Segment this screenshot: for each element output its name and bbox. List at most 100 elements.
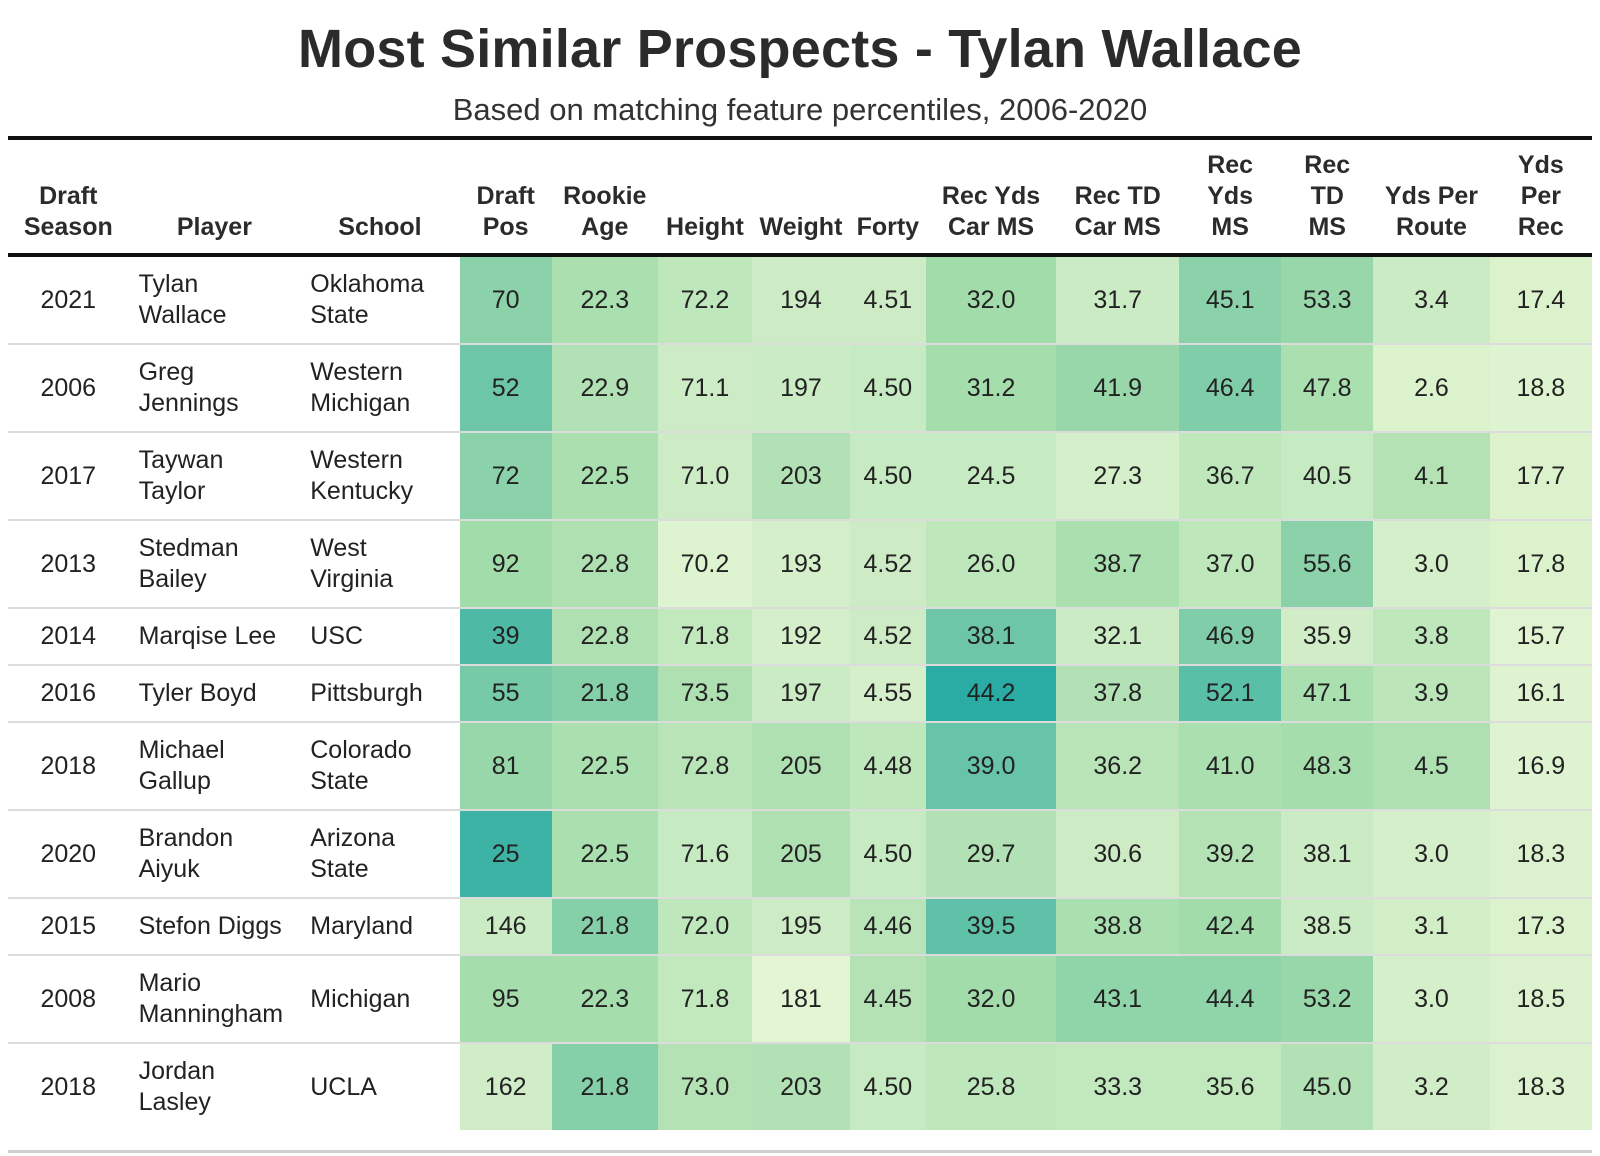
column-header-text-line: Weight [759,213,843,241]
cell-rec-yds-ms: 41.0 [1179,721,1282,810]
cell-school: Western Michigan [300,343,460,432]
cell-yds-per-route: 4.5 [1373,721,1490,810]
cell-rec-yds-car-ms: 44.2 [925,664,1057,722]
cell-rec-yds-ms: 46.9 [1179,607,1282,665]
column-header-text-line: Per [1520,182,1562,210]
cell-player: Brandon Aiyuk [128,809,301,898]
cell-height: 73.5 [657,664,752,722]
cell-yds-per-route: 3.0 [1373,809,1490,898]
cell-rec-td-car-ms: 31.7 [1056,254,1180,344]
cell-rec-td-car-ms: 33.3 [1056,1042,1180,1130]
cell-rec-yds-ms: 45.1 [1179,254,1282,344]
column-header-draft-pos: Draft Pos [459,140,552,257]
cell-rec-yds-ms: 35.6 [1179,1042,1282,1130]
cell-school: Western Kentucky [300,431,460,520]
cell-height: 71.8 [657,954,752,1043]
cell-rec-td-car-ms: 27.3 [1056,431,1180,520]
cell-weight: 195 [751,897,851,955]
cell-rec-yds-car-ms: 32.0 [925,954,1057,1043]
table-row: 2017 Taywan Taylor Western Kentucky 72 22.5 71.… [8,431,1592,520]
cell-rec-yds-ms: 36.7 [1179,431,1282,520]
cell-forty: 4.50 [850,809,926,898]
cell-draft-pos: 95 [459,954,552,1043]
column-header-rec-td-car-ms: Rec TD Car MS [1056,140,1180,257]
column-header-text-line: Height [666,213,744,241]
column-header-rookie-age: Rookie Age [551,140,658,257]
cell-yds-per-route: 3.0 [1373,519,1490,608]
player-name-line: Manningham [138,1000,284,1028]
table-row: 2021 Tylan Wallace Oklahoma State 70 22.3 72.2 1… [8,254,1592,344]
cell-forty: 4.45 [850,954,926,1043]
cell-rec-td-car-ms: 36.2 [1056,721,1180,810]
cell-yds-per-rec: 16.1 [1489,664,1592,722]
table-header-row: Draft Season Player School Draft Pos Rookie Age… [8,140,1592,257]
cell-player: Taywan Taylor [128,431,301,520]
column-header-text-line: Player [176,213,252,241]
cell-rec-yds-car-ms: 39.5 [925,897,1057,955]
cell-height: 72.0 [657,897,752,955]
cell-draft-season: 2008 [8,954,129,1043]
cell-height: 73.0 [657,1042,752,1130]
cell-forty: 4.46 [850,897,926,955]
cell-weight: 193 [751,519,851,608]
cell-draft-season: 2014 [8,607,129,665]
school-name-line: State [310,301,369,329]
school-name-line: USC [310,622,364,650]
player-name-line: Stefon Diggs [138,912,282,940]
column-header-rec-td-ms: Rec TD MS [1281,140,1374,257]
player-name-line: Stedman [138,534,239,562]
cell-player: Stefon Diggs [128,897,301,955]
cell-rec-yds-ms: 44.4 [1179,954,1282,1043]
chart-title: Most Similar Prospects - Tylan Wallace [298,19,1302,79]
cell-rookie-age: 22.5 [551,431,658,520]
cell-draft-season: 2013 [8,519,129,608]
cell-weight: 194 [751,254,851,344]
cell-yds-per-rec: 18.3 [1489,1042,1592,1130]
column-header-text-line: Yds [1207,182,1254,210]
cell-player: Stedman Bailey [128,519,301,608]
school-name-line: Pittsburgh [310,679,423,707]
table-row: 2018 Michael Gallup Colorado State 81 22.5 72.8… [8,721,1592,810]
cell-rec-td-ms: 38.5 [1281,897,1374,955]
cell-rec-td-ms: 40.5 [1281,431,1374,520]
cell-draft-pos: 81 [459,721,552,810]
cell-rookie-age: 21.8 [551,664,658,722]
chart-subtitle: Based on matching feature percentiles, 2… [452,92,1148,127]
cell-rec-td-car-ms: 41.9 [1056,343,1180,432]
school-name-line: UCLA [310,1072,377,1101]
cell-rec-yds-car-ms: 39.0 [925,721,1057,810]
player-name-line: Tylan [138,270,199,298]
cell-rec-td-ms: 47.1 [1281,664,1374,722]
cell-weight: 197 [751,343,851,432]
cell-rec-td-car-ms: 43.1 [1056,954,1180,1043]
cell-rec-td-car-ms: 30.6 [1056,809,1180,898]
cell-draft-season: 2015 [8,897,129,955]
cell-school: Michigan [300,954,460,1043]
column-header-text-line: Yds [1517,151,1564,179]
cell-draft-pos: 72 [459,431,552,520]
column-header-forty: Forty [850,140,926,257]
cell-height: 70.2 [657,519,752,608]
column-header-text-line: MS [1211,213,1249,241]
cell-yds-per-route: 3.8 [1373,607,1490,665]
school-name-line: Western [310,446,403,474]
cell-forty: 4.52 [850,607,926,665]
school-name-line: Kentucky [310,477,414,505]
cell-yds-per-rec: 17.8 [1489,519,1592,608]
cell-player: Greg Jennings [128,343,301,432]
cell-height: 71.8 [657,607,752,665]
column-header-rec-yds-ms: Rec Yds MS [1179,140,1282,257]
cell-yds-per-route: 3.9 [1373,664,1490,722]
cell-yds-per-rec: 18.5 [1489,954,1592,1043]
cell-weight: 197 [751,664,851,722]
cell-rec-yds-ms: 52.1 [1179,664,1282,722]
school-name-line: Western [310,358,403,386]
cell-school: Pittsburgh [300,664,460,722]
player-name-line: Wallace [138,301,227,329]
cell-weight: 203 [751,431,851,520]
cell-player: Mario Manningham [128,954,301,1043]
player-name-line: Aiyuk [138,855,200,883]
cell-rec-yds-car-ms: 24.5 [925,431,1057,520]
column-header-text-line: Rookie [563,182,647,210]
column-header-text-line: Draft [476,182,535,210]
